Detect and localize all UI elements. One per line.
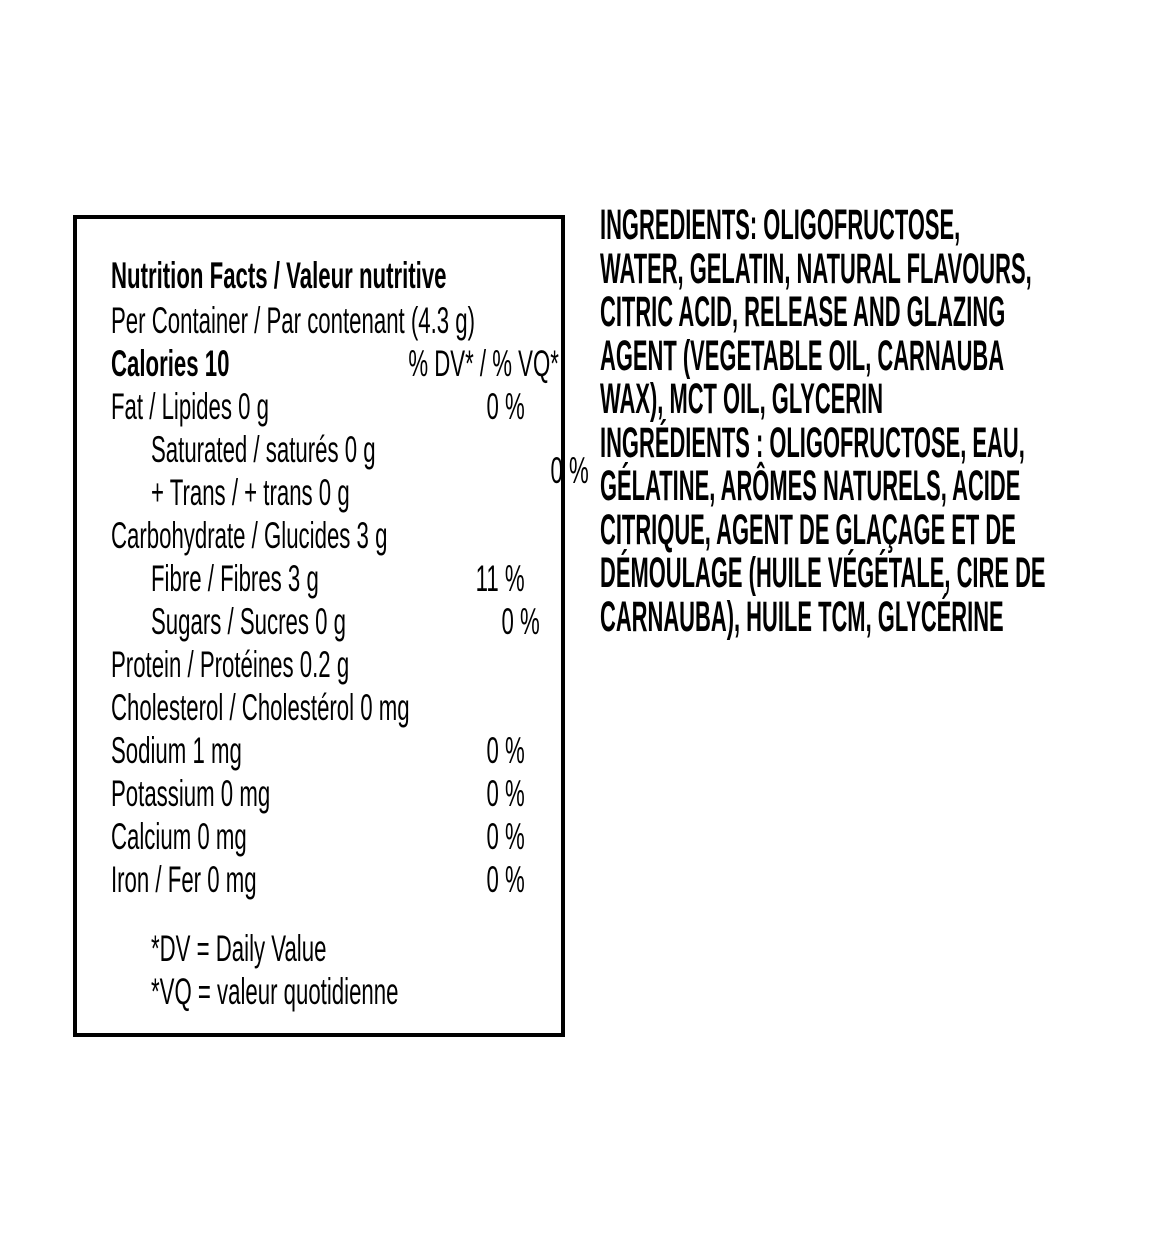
ingredient-line: CARNAUBA), HUILE TCM, GLYCÉRINE xyxy=(600,592,1004,641)
nutrient-value: 0 % xyxy=(501,600,540,642)
nutrient-label: + Trans / + trans 0 g xyxy=(151,471,350,513)
nutrition-facts-panel: Nutrition Facts / Valeur nutritive Per C… xyxy=(73,215,589,1037)
ingredient-line: WAX), MCT OIL, GLYCERIN xyxy=(600,375,884,423)
footnotes: *DV = Daily Value *VQ = valeur quotidien… xyxy=(111,927,525,1013)
nutrient-value: 0 % xyxy=(486,858,525,900)
nutrient-value: 0 % xyxy=(486,729,525,771)
footnote-text: *VQ = valeur quotidienne xyxy=(151,970,399,1012)
nutrient-row-fibre: Fibre / Fibres 3 g 11 % xyxy=(111,557,525,600)
nutrient-value: 11 % xyxy=(476,557,525,599)
nutrient-row-iron: Iron / Fer 0 mg 0 % xyxy=(111,858,525,901)
calories-row: Calories 10 % DV* / % VQ* xyxy=(111,342,559,385)
nutrient-label: Fat / Lipides 0 g xyxy=(111,385,269,427)
ingredient-line: AGENT (VEGETABLE OIL, CARNAUBA xyxy=(600,331,1005,380)
nutrient-row-cholesterol: Cholesterol / Cholestérol 0 mg xyxy=(111,686,525,729)
panel-title-row: Nutrition Facts / Valeur nutritive xyxy=(111,253,525,299)
ingredients-block: INGREDIENTS: OLIGOFRUCTOSE, WATER, GELAT… xyxy=(600,201,1176,641)
saturated-trans-labels: Saturated / saturés 0 g + Trans / + tran… xyxy=(111,428,525,514)
footnote-vq: *VQ = valeur quotidienne xyxy=(111,970,525,1013)
nutrient-label: Saturated / saturés 0 g xyxy=(151,428,376,470)
nutrient-label: Sugars / Sucres 0 g xyxy=(151,600,346,642)
ingredients-english: INGREDIENTS: OLIGOFRUCTOSE, WATER, GELAT… xyxy=(600,201,1176,423)
nutrient-value: 0 % xyxy=(486,772,525,814)
ingredient-line: WATER, GELATIN, NATURAL FLAVOURS, xyxy=(600,244,1032,293)
nutrient-row-fat: Fat / Lipides 0 g 0 % xyxy=(111,385,525,428)
daily-value-header: % DV* / % VQ* xyxy=(408,342,560,384)
nutrient-label: Calcium 0 mg xyxy=(111,815,247,857)
nutrient-row-protein: Protein / Protéines 0.2 g xyxy=(111,643,525,686)
nutrient-label: Fibre / Fibres 3 g xyxy=(151,557,319,599)
ingredient-line: INGREDIENTS: OLIGOFRUCTOSE, xyxy=(600,201,961,249)
nutrient-label: Iron / Fer 0 mg xyxy=(111,858,257,900)
ingredient-line: GÉLATINE, ARÔMES NATURELS, ACIDE xyxy=(600,462,1021,510)
nutrient-value: 0 % xyxy=(486,385,525,427)
saturated-line: Saturated / saturés 0 g xyxy=(111,428,525,471)
nutrient-row-sodium: Sodium 1 mg 0 % xyxy=(111,729,525,772)
nutrient-row-saturated-trans: Saturated / saturés 0 g + Trans / + tran… xyxy=(111,428,589,514)
calories-label: Calories 10 xyxy=(111,342,230,384)
nutrient-label: Protein / Protéines 0.2 g xyxy=(111,643,350,685)
serving-row: Per Container / Par contenant (4.3 g) xyxy=(111,299,525,342)
ingredient-line: CITRIC ACID, RELEASE AND GLAZING xyxy=(600,288,1006,336)
nutrient-row-potassium: Potassium 0 mg 0 % xyxy=(111,772,525,815)
trans-line: + Trans / + trans 0 g xyxy=(111,471,525,514)
footnote-dv: *DV = Daily Value xyxy=(111,927,525,970)
nutrient-row-sugars: Sugars / Sucres 0 g 0 % xyxy=(111,600,540,643)
nutrient-label: Carbohydrate / Glucides 3 g xyxy=(111,514,388,556)
nutrient-value: 0 % xyxy=(486,815,525,857)
nutrient-label: Sodium 1 mg xyxy=(111,729,242,771)
serving-size: Per Container / Par contenant (4.3 g) xyxy=(111,299,476,341)
nutrient-label: Potassium 0 mg xyxy=(111,772,271,814)
ingredients-french: INGRÉDIENTS : OLIGOFRUCTOSE, EAU, GÉLATI… xyxy=(600,418,1176,641)
nutrient-row-carbohydrate: Carbohydrate / Glucides 3 g xyxy=(111,514,525,557)
ingredient-line: DÉMOULAGE (HUILE VÉGÉTALE, CIRE DE xyxy=(600,549,1046,597)
panel-title: Nutrition Facts / Valeur nutritive xyxy=(111,255,447,296)
nutrient-value: 0 % xyxy=(550,450,590,491)
ingredient-line: CITRIQUE, AGENT DE GLAÇAGE ET DE xyxy=(600,505,1016,554)
footnote-text: *DV = Daily Value xyxy=(151,927,327,969)
nutrient-label: Cholesterol / Cholestérol 0 mg xyxy=(111,686,410,728)
ingredient-line: INGRÉDIENTS : OLIGOFRUCTOSE, EAU, xyxy=(600,418,1025,467)
nutrient-row-calcium: Calcium 0 mg 0 % xyxy=(111,815,525,858)
